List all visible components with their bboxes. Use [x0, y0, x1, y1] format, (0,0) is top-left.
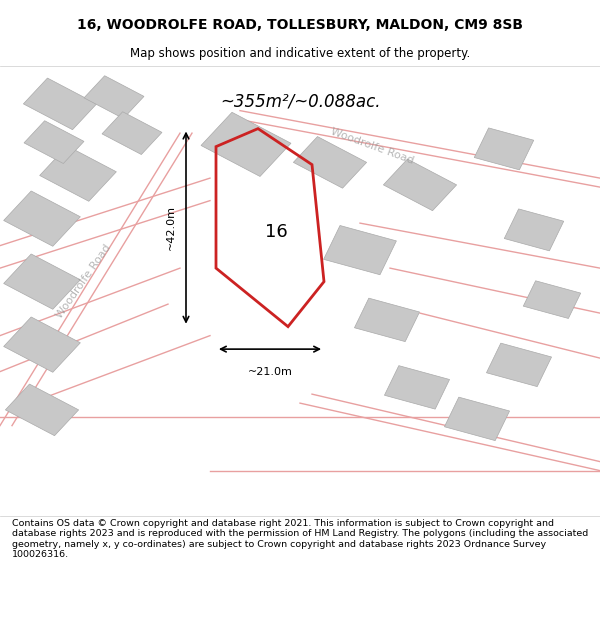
FancyBboxPatch shape [4, 254, 80, 309]
Text: ~21.0m: ~21.0m [248, 367, 292, 377]
FancyBboxPatch shape [487, 343, 551, 387]
FancyBboxPatch shape [5, 384, 79, 436]
Text: ~42.0m: ~42.0m [166, 205, 176, 250]
Text: Woodrolfe Road: Woodrolfe Road [329, 127, 415, 166]
FancyBboxPatch shape [24, 121, 84, 164]
FancyBboxPatch shape [84, 76, 144, 119]
FancyBboxPatch shape [40, 146, 116, 201]
Text: 16, WOODROLFE ROAD, TOLLESBURY, MALDON, CM9 8SB: 16, WOODROLFE ROAD, TOLLESBURY, MALDON, … [77, 18, 523, 32]
Text: ~355m²/~0.088ac.: ~355m²/~0.088ac. [220, 92, 380, 111]
FancyBboxPatch shape [293, 137, 367, 188]
Text: Map shows position and indicative extent of the property.: Map shows position and indicative extent… [130, 48, 470, 60]
FancyBboxPatch shape [385, 366, 449, 409]
FancyBboxPatch shape [4, 317, 80, 372]
FancyBboxPatch shape [523, 281, 581, 319]
FancyBboxPatch shape [102, 112, 162, 154]
FancyBboxPatch shape [383, 159, 457, 211]
FancyBboxPatch shape [4, 191, 80, 246]
Text: Woodrolfe Road: Woodrolfe Road [55, 243, 113, 321]
Text: Contains OS data © Crown copyright and database right 2021. This information is : Contains OS data © Crown copyright and d… [12, 519, 588, 559]
FancyBboxPatch shape [474, 128, 534, 170]
FancyBboxPatch shape [504, 209, 564, 251]
FancyBboxPatch shape [323, 226, 397, 275]
Text: 16: 16 [265, 223, 287, 241]
FancyBboxPatch shape [23, 78, 97, 129]
FancyBboxPatch shape [201, 112, 291, 176]
FancyBboxPatch shape [445, 397, 509, 441]
FancyBboxPatch shape [355, 298, 419, 342]
